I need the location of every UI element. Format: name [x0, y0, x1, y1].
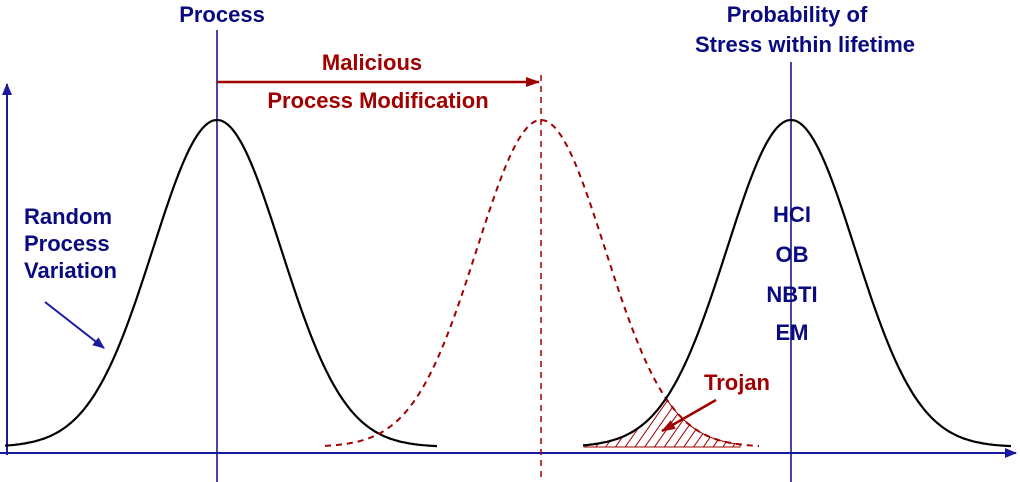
curves [4, 118, 1012, 448]
stress-label: Stress within lifetime [695, 32, 915, 57]
stress-label: Probability of [727, 2, 868, 27]
mechanism: NBTI [766, 282, 817, 307]
variation-arrow [44, 301, 105, 349]
modification-label: Malicious [322, 50, 422, 75]
process-label: Process [179, 2, 265, 27]
mechanism: OB [776, 242, 809, 267]
mechanism: EM [776, 320, 809, 345]
mechanism: HCI [773, 202, 811, 227]
trojan-arrow [661, 398, 717, 433]
variation-label: Process [24, 231, 110, 256]
variation-label: Variation [24, 258, 117, 283]
process-curve [4, 118, 438, 448]
variation-label: Random [24, 204, 112, 229]
stress-curve [582, 118, 1012, 448]
trojan-label: Trojan [704, 370, 770, 395]
modification-label: Process Modification [267, 88, 488, 113]
modified-curve [324, 118, 760, 447]
